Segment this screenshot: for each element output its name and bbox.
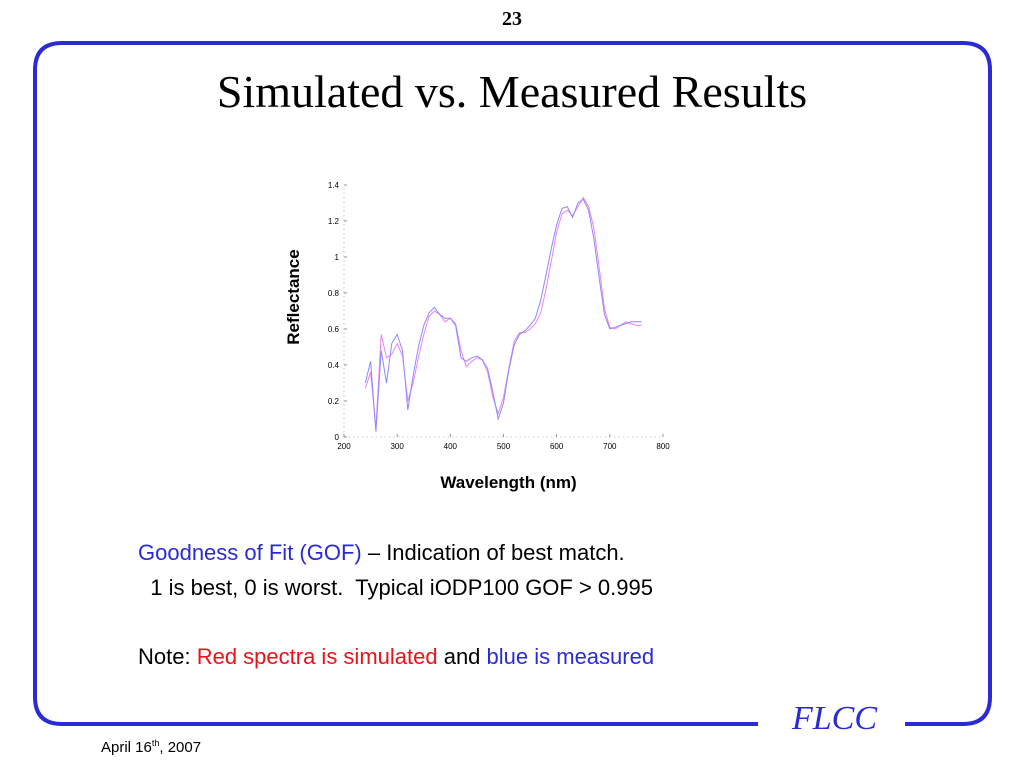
- x-tick-label: 700: [603, 442, 617, 451]
- y-tick-label: 1.2: [328, 217, 340, 226]
- x-tick-label: 200: [337, 442, 351, 451]
- x-tick-label: 300: [390, 442, 404, 451]
- note-simulated: Red spectra is simulated: [197, 644, 438, 669]
- gof-description: – Indication of best match.: [362, 540, 625, 565]
- note-line: Note: Red spectra is simulated and blue …: [138, 644, 654, 670]
- flcc-logo: FLCC: [792, 700, 877, 738]
- reflectance-chart: 0 0.2 0.4 0.6 0.8 1 1.2 1.4 200 300 400 500 600 700 80…: [270, 170, 690, 500]
- note-prefix: Note:: [138, 644, 197, 669]
- date-suffix: , 2007: [159, 739, 201, 756]
- x-axis-label: Wavelength (nm): [440, 473, 576, 492]
- y-tick-label: 0.8: [328, 289, 340, 298]
- y-tick-label: 1: [335, 253, 340, 262]
- y-axis-label: Reflectance: [284, 249, 303, 344]
- y-tick-label: 1.4: [328, 181, 340, 190]
- slide-title: Simulated vs. Measured Results: [0, 65, 1024, 118]
- x-tick-label: 400: [444, 442, 458, 451]
- x-tick-label: 500: [497, 442, 511, 451]
- y-tick-label: 0.4: [328, 361, 340, 370]
- footer-date: April 16th, 2007: [101, 738, 201, 756]
- gof-line-2: 1 is best, 0 is worst. Typical iODP100 G…: [138, 575, 653, 601]
- note-measured: blue is measured: [487, 644, 655, 669]
- y-tick-label: 0: [335, 433, 340, 442]
- x-tick-label: 600: [550, 442, 564, 451]
- date-prefix: April 16: [101, 739, 152, 756]
- x-tick-label: 800: [656, 442, 670, 451]
- gof-label: Goodness of Fit (GOF): [138, 540, 362, 565]
- note-and: and: [438, 644, 487, 669]
- gof-line-1: Goodness of Fit (GOF) – Indication of be…: [138, 540, 625, 566]
- y-tick-label: 0.2: [328, 397, 340, 406]
- y-tick-label: 0.6: [328, 325, 340, 334]
